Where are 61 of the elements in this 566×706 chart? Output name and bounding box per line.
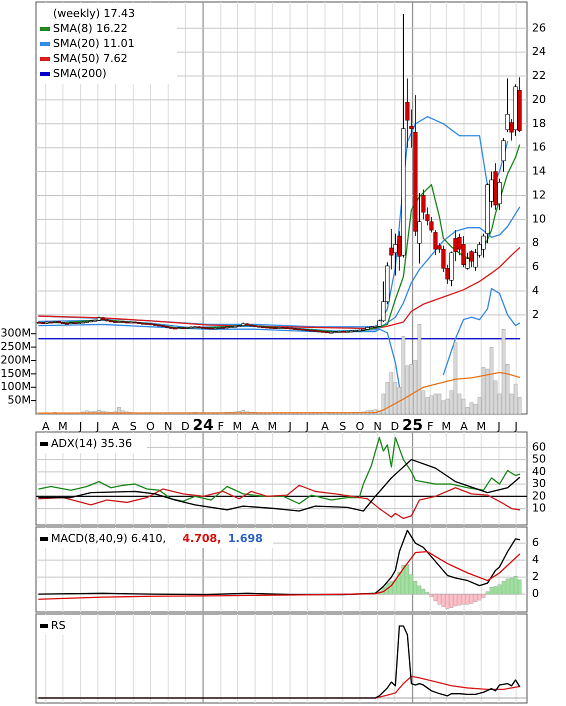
x-tick-label: M <box>58 420 68 433</box>
y-tick-label: 250M <box>0 340 31 354</box>
y-tick-label: 24 <box>532 45 546 58</box>
y-tick-label: 4 <box>532 284 539 298</box>
x-tick-label: 25 <box>402 416 423 434</box>
x-tick-label: F <box>427 420 434 433</box>
y-tick-label: 2 <box>532 308 539 321</box>
y-tick-label: 8 <box>532 236 539 250</box>
legend-label: ADX(14) 35.36 <box>51 437 132 450</box>
y-tick-label: 10 <box>532 212 546 226</box>
legend-label: MACD(8,40,9) 6.410, <box>51 532 166 546</box>
y-tick-label: 6 <box>532 536 539 550</box>
x-tick-label: A <box>42 420 50 433</box>
y-tick-label: 50 <box>532 452 546 466</box>
y-tick-label: 0 <box>532 587 539 600</box>
y-tick-label: 16 <box>532 140 546 154</box>
x-tick-label: M <box>476 420 486 433</box>
x-tick-label: M <box>232 420 242 433</box>
y-tick-label: 40 <box>532 464 546 478</box>
x-tick-label: O <box>356 420 365 433</box>
legend-label: SMA(200) <box>53 67 107 80</box>
legend-label: SMA(8) 16.22 <box>53 22 128 36</box>
x-tick-label: 24 <box>192 416 214 434</box>
y-tick-label: 60 <box>532 440 546 454</box>
x-tick-label: A <box>251 420 260 433</box>
y-tick-label: 20 <box>532 92 546 106</box>
legend-label: SMA(20) 11.01 <box>53 37 135 50</box>
legend-label: RS <box>51 619 66 632</box>
x-tick-label: O <box>146 420 156 433</box>
x-tick-label: F <box>218 420 224 433</box>
x-tick-label: D <box>390 420 400 433</box>
y-tick-label: 150M <box>0 366 31 380</box>
annotation: 1.698 <box>228 532 263 546</box>
y-tick-label: 22 <box>532 69 546 82</box>
x-tick-label: N <box>374 420 382 433</box>
y-tick-label: 6 <box>532 260 539 274</box>
y-tick-label: 30 <box>532 477 546 490</box>
y-tick-label: 10 <box>532 502 546 515</box>
y-tick-label: 100M <box>0 380 31 394</box>
y-tick-label: 200M <box>0 353 31 367</box>
y-tick-label: 50M <box>8 394 31 407</box>
x-tick-label: M <box>442 420 452 433</box>
x-tick-label: S <box>339 420 346 433</box>
y-tick-label: 14 <box>532 164 546 178</box>
y-tick-label: 20 <box>532 489 546 502</box>
y-tick-label: 2 <box>532 570 539 584</box>
x-tick-label: D <box>181 420 190 433</box>
x-tick-label: S <box>130 420 137 433</box>
legend-label: SMA(50) 7.62 <box>53 52 128 66</box>
text: 4.708, <box>182 532 222 546</box>
y-tick-label: 26 <box>532 21 546 34</box>
x-tick-label: A <box>321 420 330 433</box>
text: (weekly) 17.43 <box>53 7 136 20</box>
x-tick-label: N <box>164 420 172 433</box>
y-tick-label: 4 <box>532 553 539 566</box>
y-tick-label: 12 <box>532 188 546 202</box>
x-tick-label: A <box>112 420 120 433</box>
x-tick-label: A <box>460 420 468 433</box>
y-tick-label: 18 <box>532 116 546 130</box>
x-tick-label: M <box>268 420 278 433</box>
y-tick-label: 300M <box>0 326 31 340</box>
